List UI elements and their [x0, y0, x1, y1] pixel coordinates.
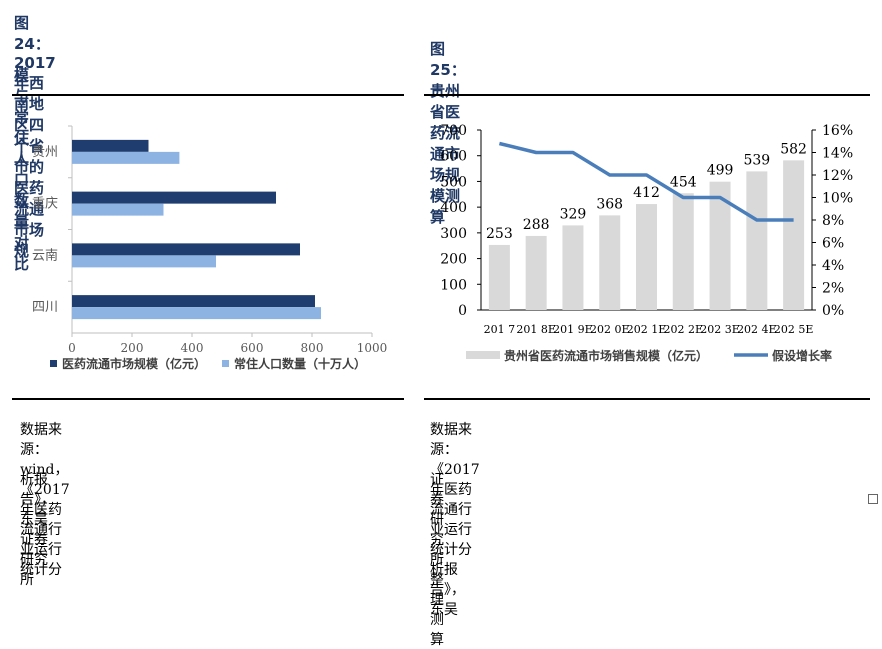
- right-source-line2: 证券研究所整理测算: [430, 472, 444, 648]
- left-bottom-rule: [12, 398, 404, 400]
- right-right-tick-label: 2%: [822, 281, 844, 297]
- left-bar-market: [72, 139, 149, 152]
- left-x-tick-label: 0: [68, 341, 76, 355]
- right-legend-label-bar: 贵州省医药流通市场销售规模（亿元）: [504, 348, 708, 363]
- left-top-rule: [12, 94, 404, 96]
- left-bar-population: [72, 151, 180, 164]
- right-right-tick-label: 12%: [822, 168, 853, 184]
- right-right-tick-label: 10%: [822, 191, 853, 207]
- left-legend-label-population: 常住人口数量（十万人）: [234, 356, 366, 371]
- left-bar-market: [72, 295, 315, 308]
- left-title-line2: 模与常住人口数量对比: [14, 66, 30, 273]
- right-chart: 0 100 200 300 400 500 600 700 0% 2% 4% 6% 8% 10% 12% 14…: [440, 123, 853, 363]
- right-bar: [599, 215, 621, 310]
- right-x-tick-label: 202 5E: [774, 323, 814, 336]
- right-right-tick-label: 8%: [822, 213, 844, 229]
- right-bar-data-label: 329: [560, 206, 587, 222]
- right-growth-line: [498, 141, 794, 222]
- left-category-label: 云南: [32, 247, 58, 263]
- right-bar: [783, 160, 805, 310]
- left-x-tick-label: 600: [241, 341, 264, 355]
- right-bar-data-label: 412: [633, 185, 660, 201]
- right-bar: [525, 235, 547, 310]
- left-source-line2: 析报告》，东吴证券研究所: [20, 472, 55, 588]
- left-x-tick-label: 800: [301, 341, 324, 355]
- right-right-tick-label: 14%: [822, 146, 853, 162]
- right-x-tick-label: 202 1E: [627, 323, 667, 336]
- right-bar: [672, 193, 694, 310]
- right-left-tick-label: 600: [440, 149, 467, 165]
- right-left-tick-label: 400: [440, 200, 467, 216]
- left-legend-swatch-market: [50, 360, 57, 367]
- left-legend-swatch-population: [222, 360, 229, 367]
- left-bar-market: [72, 243, 300, 256]
- right-x-tick-label: 201 8E: [516, 323, 556, 336]
- left-category-label: 重庆: [32, 196, 58, 212]
- right-x-tick-label: 202 3E: [700, 323, 740, 336]
- left-bar-population: [72, 203, 164, 216]
- right-left-tick-label: 100: [440, 277, 467, 293]
- right-bar-data-label: 288: [523, 217, 550, 233]
- right-left-tick-label: 700: [440, 123, 467, 139]
- right-right-tick-label: 4%: [822, 258, 844, 274]
- right-left-tick-label: 500: [440, 174, 467, 190]
- left-bar-market: [72, 191, 276, 204]
- left-category-label: 贵州: [32, 145, 58, 160]
- right-bar-data-label: 499: [707, 163, 734, 179]
- right-bar: [746, 171, 768, 310]
- right-left-tick-label: 200: [440, 252, 467, 268]
- right-bar-data-label: 454: [670, 174, 697, 190]
- left-bar-population: [72, 307, 321, 320]
- right-bar-data-label: 368: [596, 196, 623, 212]
- right-right-tick-label: 0%: [822, 303, 844, 319]
- right-x-tick-label: 201 9E: [553, 323, 593, 336]
- left-category-label: 四川: [32, 300, 58, 315]
- left-legend-label-market: 医药流通市场规模（亿元）: [62, 356, 206, 371]
- right-bar: [488, 244, 510, 310]
- right-top-rule: [424, 94, 870, 96]
- right-title: 图 25：贵州省医药流通市场规模测算: [430, 40, 466, 226]
- left-x-tick-label: 400: [181, 341, 204, 355]
- right-x-tick-label: 202 0E: [590, 323, 630, 336]
- right-bar: [562, 225, 584, 310]
- right-x-tick-label: 201 7: [484, 323, 516, 336]
- left-x-tick-label: 1000: [357, 341, 388, 355]
- right-left-tick-label: 0: [458, 303, 467, 319]
- right-legend-swatch-bar: [466, 351, 500, 359]
- right-bottom-rule: [424, 398, 870, 400]
- right-bar-data-label: 539: [743, 152, 770, 168]
- left-title-line1: 图 24：2017 年西南地区四个省市的医药流通市场规: [14, 14, 56, 260]
- right-x-tick-label: 202 4E: [737, 323, 777, 336]
- right-bar: [709, 181, 731, 310]
- left-x-tick-label: 200: [121, 341, 144, 355]
- corner-mark: [868, 494, 878, 504]
- right-bar-data-label: 582: [780, 141, 807, 157]
- right-bar-data-label: 253: [486, 226, 513, 242]
- right-x-tick-label: 202 2E: [664, 323, 704, 336]
- right-bar: [636, 204, 657, 310]
- right-right-tick-label: 6%: [822, 236, 844, 252]
- left-bar-population: [72, 255, 216, 268]
- right-right-tick-label: 16%: [822, 123, 853, 139]
- right-legend-label-line: 假设增长率: [772, 348, 832, 363]
- right-left-tick-label: 300: [440, 226, 467, 242]
